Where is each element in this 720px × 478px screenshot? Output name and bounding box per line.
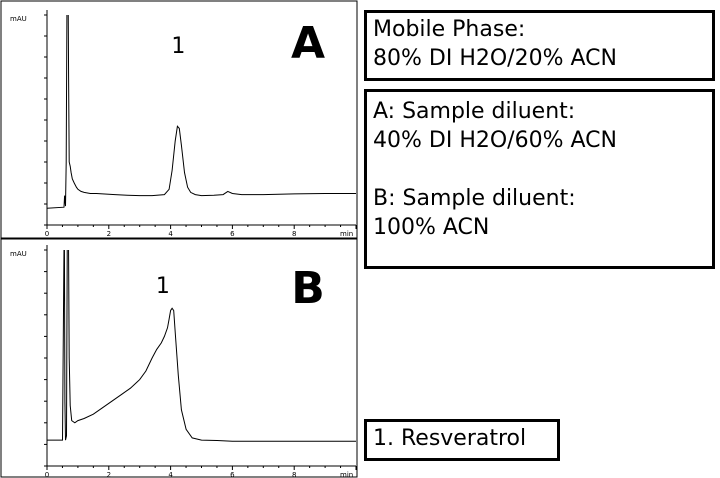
panel-a-peak-label: 1: [171, 34, 185, 59]
panel-b-x-tick-label: 8: [292, 471, 296, 478]
panel-a-x-label: min: [340, 230, 353, 238]
panel-a-x-tick-label: 8: [292, 230, 296, 238]
panel-a-x-tick-label: 6: [230, 230, 235, 238]
panel-b-x-tick-label: 6: [230, 471, 235, 478]
diluent-a-value: 40% DI H2O/60% ACN: [373, 128, 617, 153]
panel-a-x-tick-label: 2: [107, 230, 111, 238]
panel-b-x-tick-label: 4: [168, 471, 173, 478]
panel-a-trace: [47, 15, 356, 209]
panel-a-y-label: mAU: [10, 15, 27, 23]
diluent-b-title: B: Sample diluent:: [373, 186, 576, 211]
mobile-phase-value: 80% DI H2O/20% ACN: [373, 46, 617, 71]
sample-diluent-box: A: Sample diluent: 40% DI H2O/60% ACN B:…: [364, 89, 715, 269]
panel-b-y-label: mAU: [10, 250, 27, 258]
diluent-b-value: 100% ACN: [373, 215, 490, 240]
peak-legend-text: 1. Resveratrol: [373, 426, 527, 451]
diluent-spacer: [373, 155, 706, 184]
panel-b-x-tick-label: 2: [107, 471, 111, 478]
mobile-phase-title: Mobile Phase:: [373, 17, 526, 42]
mobile-phase-box: Mobile Phase: 80% DI H2O/20% ACN: [364, 10, 715, 81]
panel-a-x-tick-label: 4: [168, 230, 173, 238]
panel-b-x-tick-label: 0: [45, 471, 49, 478]
peak-legend-box: 1. Resveratrol: [364, 419, 560, 461]
panel-a-x-tick-label: 0: [45, 230, 49, 238]
panel-b-letter: B: [291, 263, 325, 314]
panel-a-letter: A: [291, 18, 325, 69]
panel-b-peak-label: 1: [156, 274, 170, 299]
panel-b-frame: [0, 238, 358, 478]
panel-a-frame: [0, 0, 358, 239]
diluent-a-title: A: Sample diluent:: [373, 99, 576, 124]
panel-b-trace: [47, 250, 356, 442]
panel-b-x-label: min: [340, 471, 353, 478]
